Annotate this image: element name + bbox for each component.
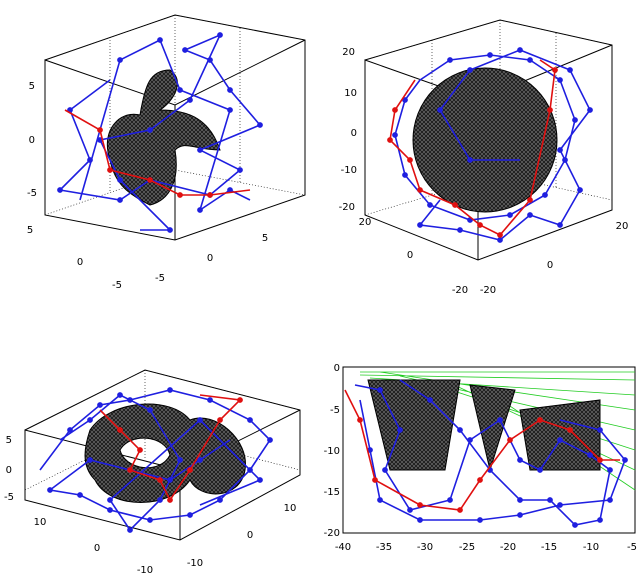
tick-label: -20 (339, 202, 355, 213)
tick-label: -5 (27, 188, 37, 199)
tick-label: -10 (187, 558, 203, 569)
tick-label: -10 (324, 446, 340, 457)
tick-label: -30 (417, 542, 433, 553)
tick-label: 0 (94, 543, 100, 554)
tick-label: 0 (547, 260, 553, 271)
tick-label: 5 (262, 233, 268, 244)
tick-label: -20 (452, 285, 468, 296)
tick-label: -5 (627, 542, 637, 553)
tick-label: 0 (207, 253, 213, 264)
tick-label: -35 (376, 542, 392, 553)
tick-label: -5 (330, 405, 340, 416)
tick-label: -5 (112, 280, 122, 291)
panel-1: 5 0 -5 5 0 -5 -5 0 5 (27, 14, 306, 291)
tick-label: 0 (334, 363, 340, 374)
tick-label: 20 (616, 221, 629, 232)
tick-label: -15 (324, 487, 340, 498)
tick-label: -10 (583, 542, 599, 553)
tick-label: 0 (247, 530, 253, 541)
tick-label: -10 (341, 165, 357, 176)
tick-label: 10 (34, 517, 47, 528)
tick-label: 0 (29, 135, 35, 146)
tick-label: -10 (137, 565, 153, 576)
tick-label: 10 (344, 88, 357, 99)
tick-label: -15 (541, 542, 557, 553)
tick-label: 0 (6, 465, 12, 476)
tick-label: 10 (284, 503, 297, 514)
tick-label: 20 (342, 47, 355, 58)
tick-label: 0 (351, 128, 357, 139)
tick-label: 5 (27, 225, 33, 236)
tick-label: -5 (155, 273, 165, 284)
tick-label: 20 (359, 217, 372, 228)
panel-3: 5 0 -5 10 0 -10 -10 0 10 (4, 369, 301, 576)
panel-4: 0 -5 -10 -15 -20 -40 -35 -30 -25 -20 -15… (324, 363, 637, 553)
tick-label: -40 (335, 542, 351, 553)
tick-label: -20 (500, 542, 516, 553)
tick-label: -5 (4, 492, 14, 503)
panel-2: 20 10 0 -10 -20 20 0 -20 -20 0 20 (339, 19, 629, 296)
tick-label: -20 (324, 528, 340, 539)
tick-label: -25 (459, 542, 475, 553)
tick-label: -20 (480, 285, 496, 296)
tick-label: 0 (407, 250, 413, 261)
tick-label: 5 (6, 435, 12, 446)
tick-label: 0 (77, 257, 83, 268)
tick-label: 5 (29, 81, 35, 92)
